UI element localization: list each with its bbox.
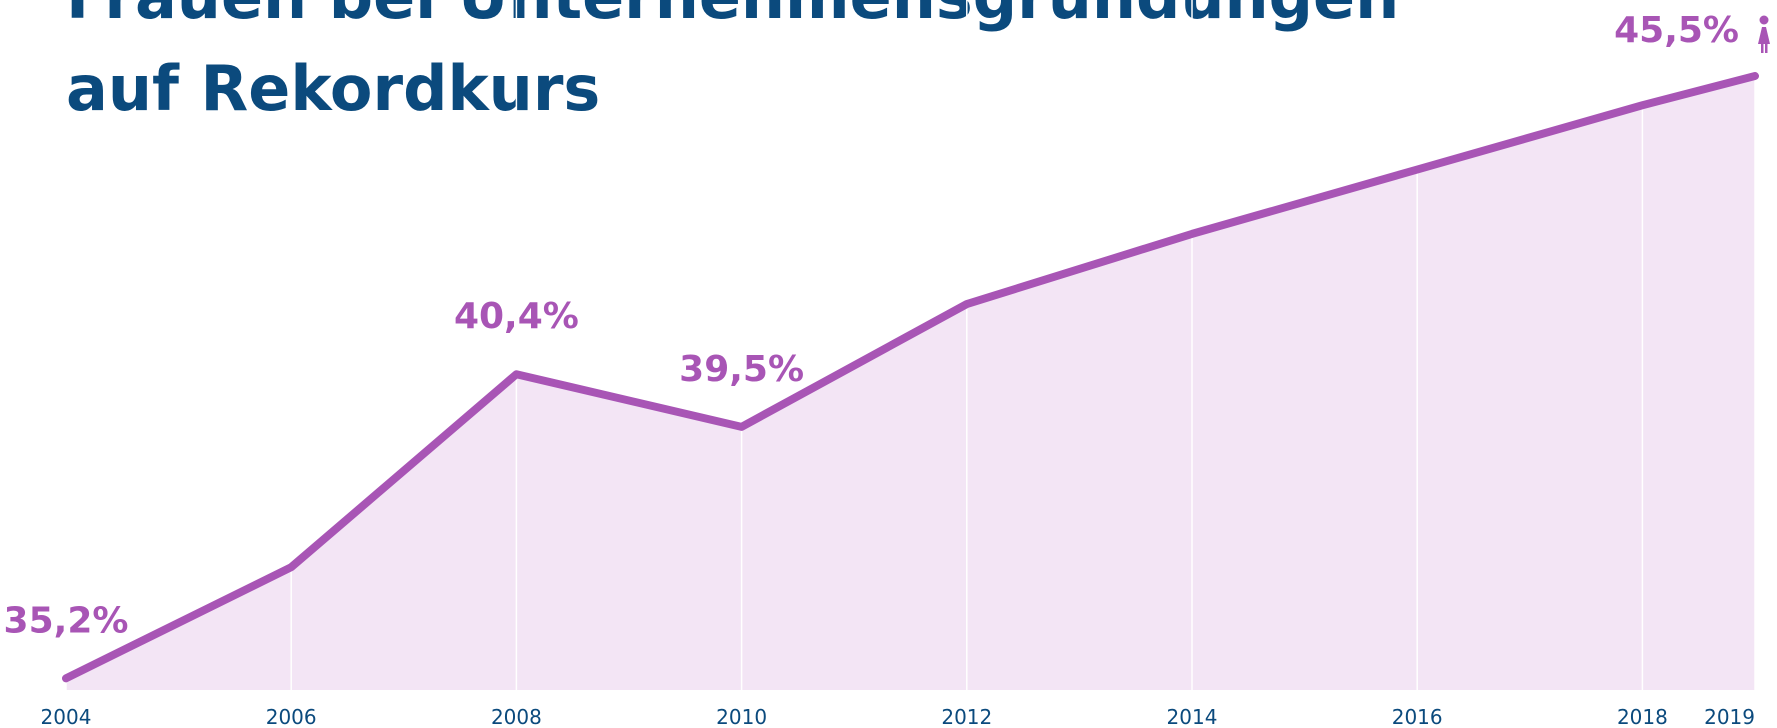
x-tick-label: 2019 xyxy=(1704,705,1755,728)
x-tick-label: 2010 xyxy=(716,705,767,728)
female-icon xyxy=(1758,15,1770,53)
value-label: 39,5% xyxy=(679,349,804,390)
x-tick-label: 2008 xyxy=(491,705,542,728)
value-label: 35,2% xyxy=(4,600,129,641)
value-label: 45,5% xyxy=(1614,10,1739,51)
x-tick-label: 2012 xyxy=(941,705,992,728)
x-tick-label: 2014 xyxy=(1167,705,1218,728)
x-tick-label: 2018 xyxy=(1617,705,1668,728)
chart-title: auf Rekordkurs xyxy=(66,52,600,125)
chart-title: Frauen bei Unternehmensgründungen xyxy=(66,0,1399,33)
line xyxy=(62,72,1759,683)
x-tick-label: 2004 xyxy=(41,705,92,728)
area xyxy=(66,76,1755,690)
value-label: 40,4% xyxy=(454,296,579,337)
x-tick-label: 2016 xyxy=(1392,705,1443,728)
x-tick-label: 2006 xyxy=(266,705,317,728)
